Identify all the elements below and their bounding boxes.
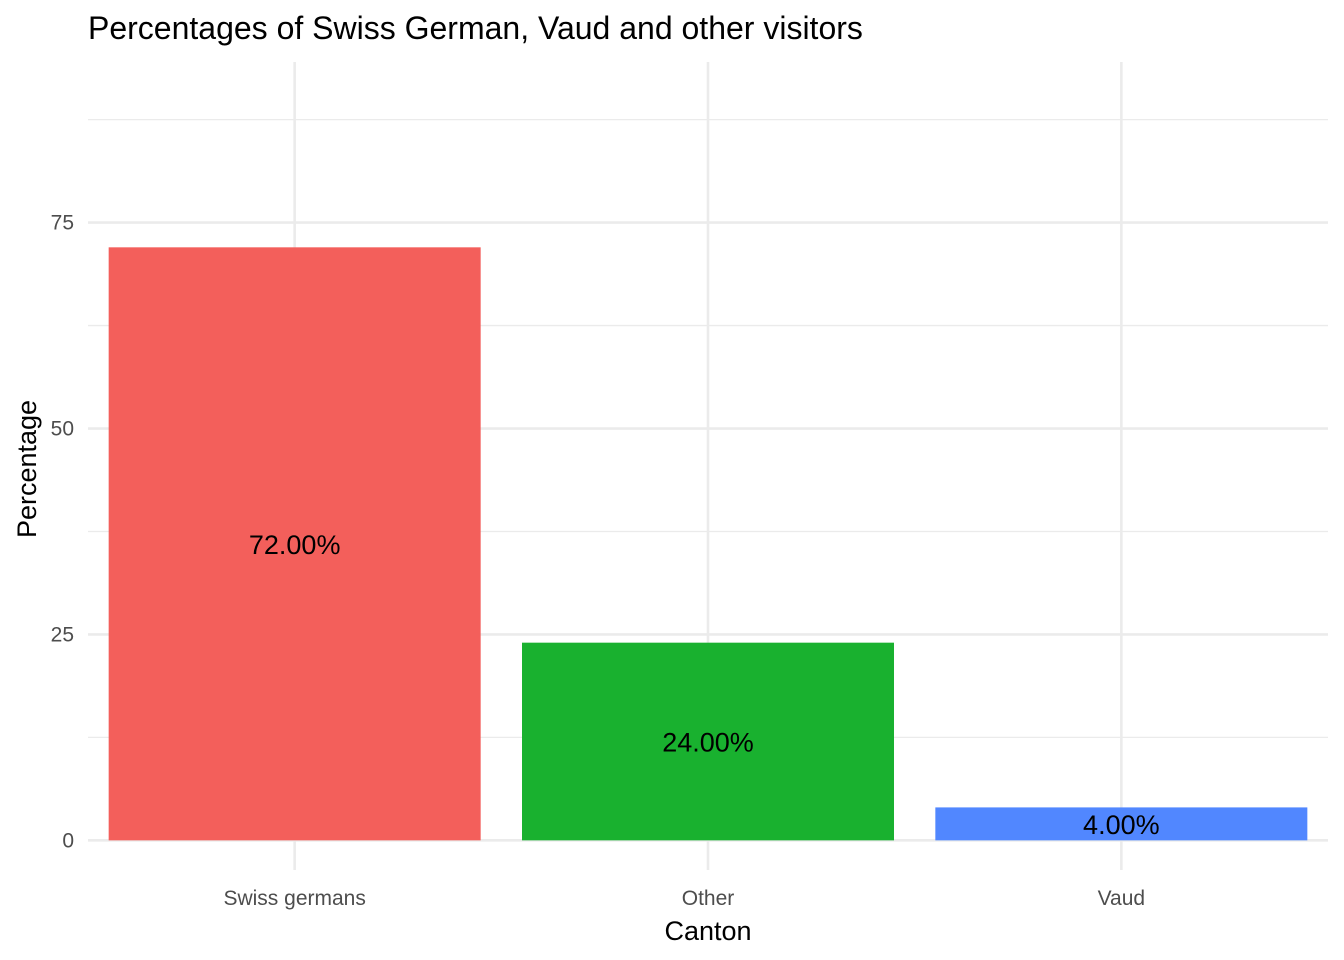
x-tick-label: Other [682,887,735,910]
bar [935,807,1308,841]
y-tick-label: 75 [51,212,74,235]
data-label: 4.00% [1083,810,1160,840]
x-axis-title: Canton [664,916,751,946]
tick-labels: 0 25 50 75 Swiss germans Other Vaud [51,212,1145,910]
chart-title: Percentages of Swiss German, Vaud and ot… [88,10,863,46]
y-axis-title: Percentage [12,400,42,538]
x-tick-label: Vaud [1098,887,1146,910]
y-tick-label: 0 [62,829,74,852]
x-tick-label: Swiss germans [223,887,365,910]
bar [522,642,894,841]
bar [108,247,481,841]
data-labels: 72.00% 24.00% 4.00% [249,530,1160,840]
y-tick-label: 50 [51,418,74,441]
y-tick-label: 25 [51,623,74,646]
data-label: 24.00% [662,728,754,758]
data-label: 72.00% [249,530,341,560]
bars [108,247,1308,841]
